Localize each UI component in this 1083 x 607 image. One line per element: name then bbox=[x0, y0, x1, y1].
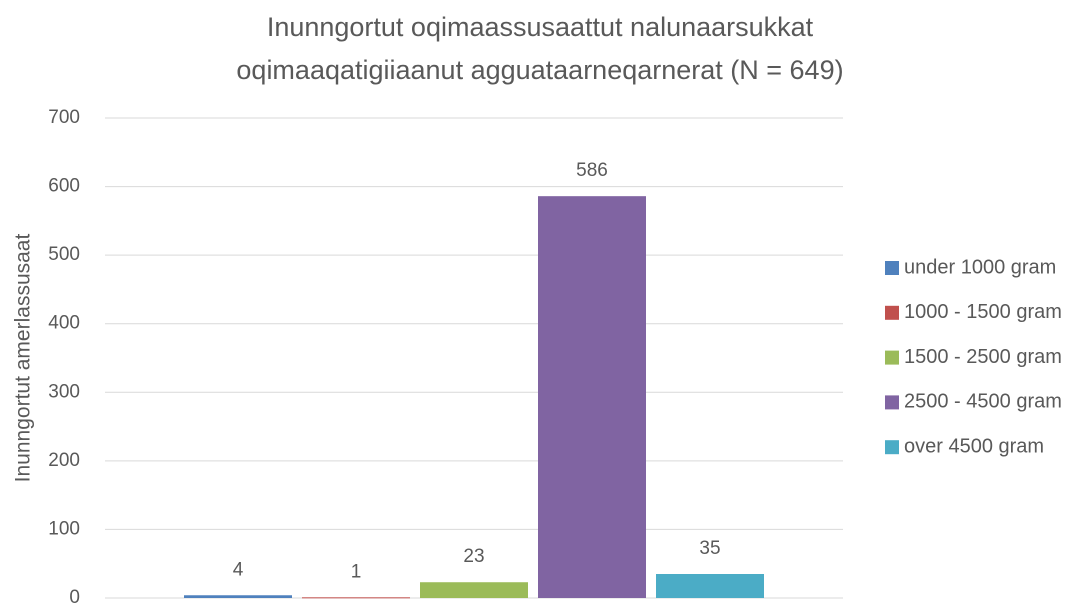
legend-label: 1500 - 2500 gram bbox=[904, 346, 1062, 368]
data-label: 35 bbox=[699, 538, 720, 559]
data-label: 586 bbox=[576, 160, 608, 181]
y-tick-label: 200 bbox=[48, 450, 80, 471]
y-tick-label: 700 bbox=[48, 107, 80, 128]
data-label: 23 bbox=[463, 546, 484, 567]
legend-label: over 4500 gram bbox=[904, 435, 1044, 457]
legend-label: 1000 - 1500 gram bbox=[904, 301, 1062, 323]
legend-label: 2500 - 4500 gram bbox=[904, 391, 1062, 413]
legend-swatch bbox=[885, 440, 899, 455]
y-tick-label: 300 bbox=[48, 381, 80, 402]
y-tick-label: 600 bbox=[48, 176, 80, 197]
y-axis-label: Inunngortut amerlassusaat bbox=[12, 234, 35, 483]
bar bbox=[538, 196, 646, 598]
y-tick-label: 0 bbox=[69, 587, 80, 607]
y-tick-label: 400 bbox=[48, 313, 80, 334]
legend-label: under 1000 gram bbox=[904, 256, 1056, 278]
data-label: 4 bbox=[233, 559, 244, 580]
y-tick-label: 100 bbox=[48, 518, 80, 539]
legend-swatch bbox=[885, 261, 899, 275]
legend-swatch bbox=[885, 305, 899, 320]
legend-swatch bbox=[885, 395, 899, 410]
bar bbox=[302, 597, 410, 599]
bar bbox=[656, 574, 764, 598]
y-tick-label: 500 bbox=[48, 244, 80, 265]
legend-swatch bbox=[885, 350, 899, 365]
chart-title: Inunngortut oqimaassusaattut nalunaarsuk… bbox=[236, 12, 844, 85]
data-label: 1 bbox=[351, 561, 362, 582]
bar bbox=[420, 582, 528, 598]
bar bbox=[184, 595, 292, 598]
